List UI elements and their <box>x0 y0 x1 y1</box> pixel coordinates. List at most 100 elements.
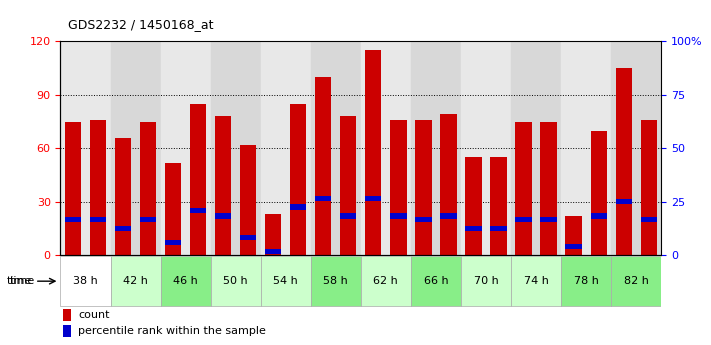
Bar <box>336 41 361 255</box>
Bar <box>140 217 156 222</box>
Bar <box>265 249 282 254</box>
Bar <box>361 41 386 255</box>
Text: 46 h: 46 h <box>173 276 198 286</box>
Bar <box>340 214 356 219</box>
Bar <box>311 256 361 306</box>
Bar <box>561 256 611 306</box>
Bar <box>440 115 456 255</box>
Bar <box>261 256 311 306</box>
Bar <box>261 41 286 255</box>
Text: 58 h: 58 h <box>324 276 348 286</box>
Bar <box>440 214 456 219</box>
Bar <box>315 77 331 255</box>
Bar <box>115 138 131 255</box>
Bar <box>235 41 261 255</box>
Text: count: count <box>78 310 110 320</box>
Text: time: time <box>7 276 33 286</box>
Bar <box>210 256 261 306</box>
Bar <box>365 50 382 255</box>
Bar <box>110 41 136 255</box>
Bar <box>641 120 657 255</box>
Bar <box>511 41 536 255</box>
Bar <box>140 121 156 255</box>
Bar <box>540 121 557 255</box>
Bar <box>63 325 71 337</box>
Text: 62 h: 62 h <box>373 276 398 286</box>
Bar <box>636 41 661 255</box>
Bar <box>190 208 206 214</box>
Bar <box>290 104 306 255</box>
Bar <box>90 120 106 255</box>
Bar <box>616 68 632 255</box>
Bar <box>591 214 606 219</box>
Bar <box>136 41 161 255</box>
Text: GDS2232 / 1450168_at: GDS2232 / 1450168_at <box>68 18 213 31</box>
Bar <box>616 199 632 205</box>
Bar <box>465 157 481 255</box>
Text: time: time <box>10 276 35 286</box>
Bar <box>561 41 586 255</box>
Bar <box>190 104 206 255</box>
Bar <box>65 121 81 255</box>
Text: 38 h: 38 h <box>73 276 98 286</box>
Bar <box>65 217 81 222</box>
Bar <box>390 120 407 255</box>
Bar <box>85 41 110 255</box>
Text: percentile rank within the sample: percentile rank within the sample <box>78 326 267 336</box>
Bar <box>415 120 432 255</box>
Bar <box>515 121 532 255</box>
Bar <box>315 196 331 201</box>
Bar <box>165 240 181 246</box>
Bar <box>361 256 411 306</box>
Bar <box>110 256 161 306</box>
Bar <box>540 217 557 222</box>
Bar <box>63 309 71 321</box>
Bar <box>415 217 432 222</box>
Bar <box>215 214 231 219</box>
Bar <box>486 41 511 255</box>
Bar <box>186 41 210 255</box>
Bar <box>491 226 507 231</box>
Text: 42 h: 42 h <box>123 276 148 286</box>
Bar <box>565 216 582 255</box>
Bar <box>461 256 511 306</box>
Bar <box>60 256 110 306</box>
Bar <box>290 205 306 210</box>
Bar <box>390 214 407 219</box>
Bar <box>515 217 532 222</box>
Text: 50 h: 50 h <box>223 276 248 286</box>
Bar <box>161 256 210 306</box>
Bar <box>240 235 257 240</box>
Bar <box>340 116 356 255</box>
Bar <box>115 226 131 231</box>
Bar <box>536 41 561 255</box>
Text: 54 h: 54 h <box>273 276 298 286</box>
Text: 70 h: 70 h <box>474 276 498 286</box>
Bar <box>511 256 561 306</box>
Bar <box>386 41 411 255</box>
Bar <box>591 130 606 255</box>
Bar <box>611 41 636 255</box>
Bar <box>411 41 436 255</box>
Bar <box>165 162 181 255</box>
Bar <box>491 157 507 255</box>
Bar <box>60 41 85 255</box>
Text: 74 h: 74 h <box>523 276 548 286</box>
Bar <box>465 226 481 231</box>
Text: 66 h: 66 h <box>424 276 448 286</box>
Bar <box>286 41 311 255</box>
Bar <box>161 41 186 255</box>
Bar <box>565 244 582 249</box>
Bar <box>90 217 106 222</box>
Text: 78 h: 78 h <box>574 276 599 286</box>
Bar <box>611 256 661 306</box>
Bar <box>265 214 282 255</box>
Bar <box>311 41 336 255</box>
Bar <box>436 41 461 255</box>
Bar <box>641 217 657 222</box>
Bar <box>461 41 486 255</box>
Bar <box>215 116 231 255</box>
Bar <box>365 196 382 201</box>
Bar <box>411 256 461 306</box>
Text: 82 h: 82 h <box>624 276 648 286</box>
